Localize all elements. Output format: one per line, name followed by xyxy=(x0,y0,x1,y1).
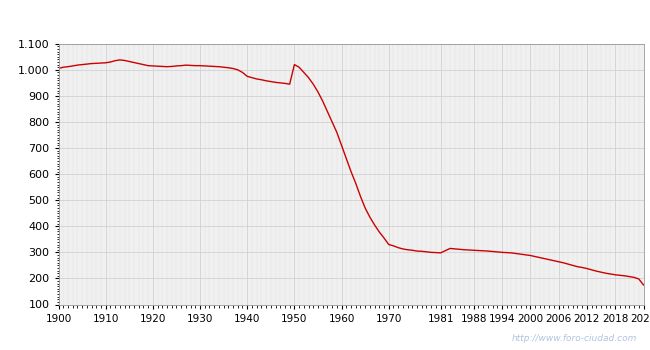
Text: Bercero (Municipio) - Evolucion del numero de Habitantes: Bercero (Municipio) - Evolucion del nume… xyxy=(114,13,536,28)
Text: http://www.foro-ciudad.com: http://www.foro-ciudad.com xyxy=(512,334,637,343)
